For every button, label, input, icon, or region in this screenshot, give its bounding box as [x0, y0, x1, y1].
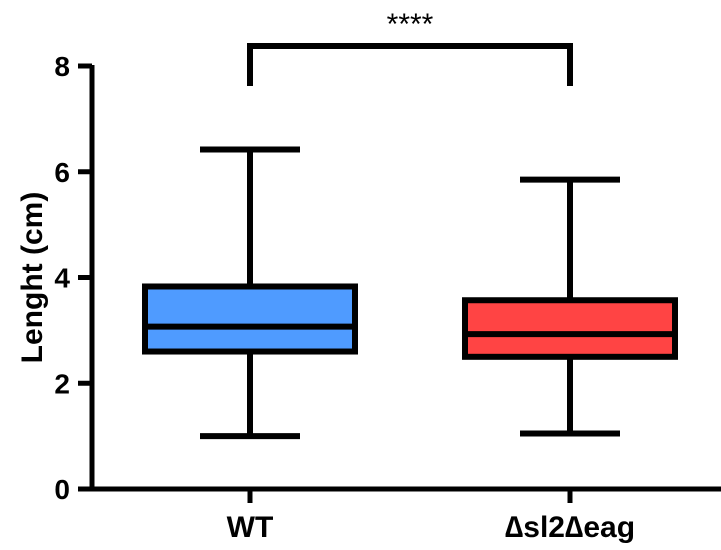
box-iqr: [462, 297, 678, 360]
y-tick-label: 6: [54, 157, 70, 188]
box-group: [462, 176, 678, 437]
y-tick-label: 0: [54, 474, 70, 505]
x-tick-label: ∆sl2∆eag: [505, 511, 635, 544]
significance-label: ****: [387, 8, 434, 41]
annotation-layer: ****: [247, 8, 573, 86]
box-group: [142, 146, 358, 440]
y-tick-label: 4: [54, 263, 70, 294]
x-tick-label: WT: [227, 511, 274, 544]
y-tick-label: 8: [54, 51, 70, 82]
significance-bracket: [247, 43, 573, 86]
boxes-layer: [142, 146, 678, 440]
y-axis-title: Lenght (cm): [16, 192, 49, 364]
y-tick-label: 2: [54, 368, 70, 399]
box-iqr: [142, 283, 358, 355]
axes-layer: 0 2 4 6 8 Lenght (cm) WT ∆sl2∆eag: [16, 51, 721, 544]
